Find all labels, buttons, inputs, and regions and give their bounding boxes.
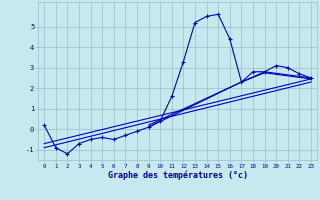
X-axis label: Graphe des températures (°c): Graphe des températures (°c)	[108, 171, 248, 180]
